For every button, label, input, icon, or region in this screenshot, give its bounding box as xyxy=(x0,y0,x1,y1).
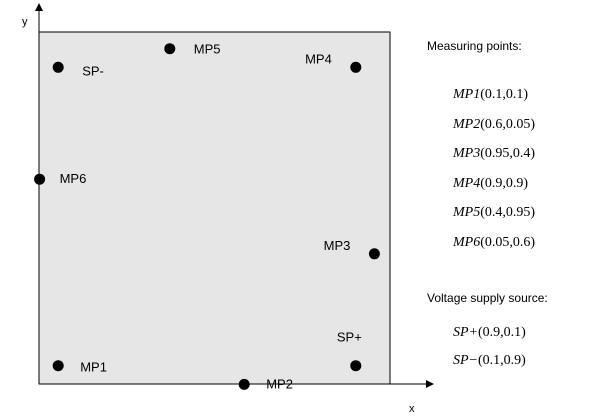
measuring-point-item-name: MP5 xyxy=(453,205,481,220)
point-marker-mp4 xyxy=(350,61,362,73)
point-marker-mp2 xyxy=(238,378,250,390)
measuring-point-item-coords: (0.4,0.95) xyxy=(480,205,536,220)
point-marker-mp1 xyxy=(52,360,64,372)
point-label-mp5: MP5 xyxy=(194,42,221,57)
measuring-point-item-name: MP2 xyxy=(453,116,481,132)
measuring-point-item: MP4(0.9,0.9) xyxy=(453,176,528,192)
point-label-mp6: MP6 xyxy=(60,171,87,186)
measuring-point-item-name: MP6 xyxy=(453,234,481,250)
point-label-mp1: MP1 xyxy=(80,360,107,375)
point-label-mp4: MP4 xyxy=(305,51,332,66)
measuring-point-item-coords: (0.9,0.9) xyxy=(480,175,529,191)
supply-point-item: SP−(0.1,0.9) xyxy=(453,353,526,369)
measuring-point-item-coords: (0.95,0.4) xyxy=(480,146,536,161)
point-label-spplus: SP+ xyxy=(337,330,362,345)
measuring-point-item: MP1(0.1,0.1) xyxy=(453,87,528,103)
point-marker-spminus xyxy=(52,61,64,73)
measuring-point-item: MP3(0.95,0.4) xyxy=(453,146,535,162)
legend-panel: Measuring points: MP1(0.1,0.1) MP2(0.6,0.… xyxy=(427,0,587,416)
supply-point-item-name: SP+ xyxy=(453,325,478,340)
point-label-spminus: SP- xyxy=(82,63,104,78)
measuring-point-item-coords: (0.6,0.05) xyxy=(480,116,536,132)
measuring-point-item-name: MP4 xyxy=(453,175,481,191)
x-axis-label: x xyxy=(409,403,415,415)
y-axis-label: y xyxy=(22,16,28,28)
supply-point-item: SP+(0.9,0.1) xyxy=(453,325,526,341)
y-axis-arrow-icon xyxy=(35,3,43,11)
point-label-mp2: MP2 xyxy=(266,376,293,391)
points-layer: MP1 MP2 MP3 MP4 MP5 MP6 SP+ SP- xyxy=(34,42,380,391)
point-marker-mp3 xyxy=(368,248,380,260)
measuring-point-item-name: MP3 xyxy=(453,146,481,161)
measuring-point-item: MP2(0.6,0.05) xyxy=(453,117,535,133)
supply-point-item-coords: (0.9,0.1) xyxy=(478,325,526,340)
measuring-points-title: Measuring points: xyxy=(427,39,522,53)
plate xyxy=(38,31,391,385)
point-marker-spplus xyxy=(350,360,362,372)
measuring-point-item: MP6(0.05,0.6) xyxy=(453,235,535,251)
measuring-point-item-coords: (0.1,0.1) xyxy=(480,87,529,102)
measuring-point-item: MP5(0.4,0.95) xyxy=(453,205,535,221)
measuring-point-item-name: MP1 xyxy=(453,87,481,102)
x-axis-arrow-icon xyxy=(426,380,434,388)
measuring-point-item-coords: (0.05,0.6) xyxy=(480,234,536,250)
voltage-supply-title: Voltage supply source: xyxy=(427,291,548,305)
point-marker-mp6 xyxy=(34,173,46,185)
supply-point-item-coords: (0.1,0.9) xyxy=(478,353,526,368)
point-label-mp3: MP3 xyxy=(324,238,351,253)
supply-point-item-name: SP− xyxy=(453,353,478,368)
point-marker-mp5 xyxy=(164,43,176,55)
